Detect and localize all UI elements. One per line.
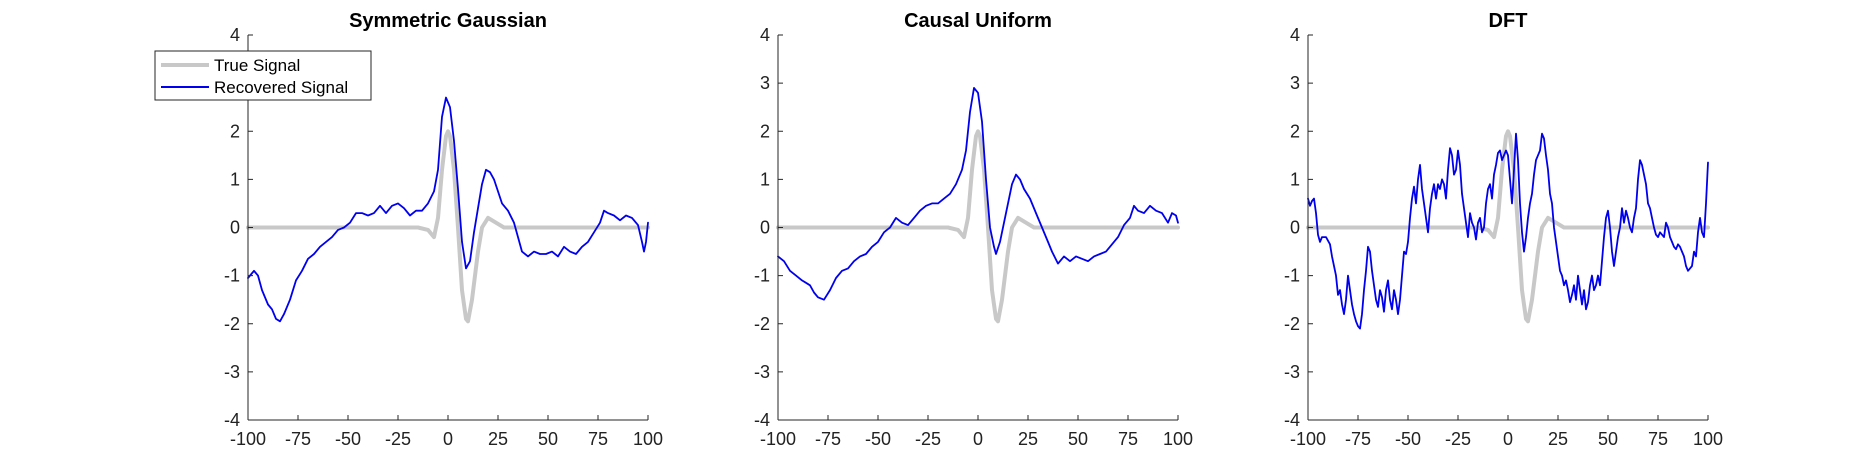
plot-area <box>776 87 1180 324</box>
x-tick-label: 0 <box>973 429 983 449</box>
plot-area <box>246 96 650 324</box>
x-tick-label: -25 <box>915 429 941 449</box>
y-tick-label: 2 <box>230 121 240 141</box>
y-tick-label: -4 <box>224 410 240 430</box>
series-line-true-signal <box>246 129 650 324</box>
x-tick-label: 100 <box>1163 429 1193 449</box>
x-tick-label: -75 <box>1345 429 1371 449</box>
x-tick-label: -100 <box>1290 429 1326 449</box>
y-tick-label: -2 <box>1284 314 1300 334</box>
y-tick-label: 1 <box>1290 169 1300 189</box>
x-tick-label: 50 <box>1598 429 1618 449</box>
y-tick-label: 1 <box>230 169 240 189</box>
x-tick-label: -100 <box>760 429 796 449</box>
panel-symmetric-gaussian: Symmetric Gaussian -4-3-2-101234-100-75-… <box>224 10 663 449</box>
y-tick-label: -4 <box>1284 410 1300 430</box>
y-tick-label: -3 <box>754 362 770 382</box>
chart-title: DFT <box>1489 10 1528 32</box>
series-line-true-signal <box>1306 129 1710 324</box>
legend-label-true-signal: True Signal <box>214 56 300 75</box>
y-tick-label: 3 <box>1290 73 1300 93</box>
y-tick-label: 2 <box>1290 121 1300 141</box>
chart-title: Symmetric Gaussian <box>349 10 547 32</box>
x-tick-label: 25 <box>1548 429 1568 449</box>
series-line-recovered-signal <box>1307 132 1709 330</box>
x-tick-label: -50 <box>865 429 891 449</box>
y-tick-label: 2 <box>760 121 770 141</box>
x-tick-label: -50 <box>1395 429 1421 449</box>
chart-title: Causal Uniform <box>904 10 1052 32</box>
y-tick-label: 4 <box>760 25 770 45</box>
y-tick-label: -2 <box>224 314 240 334</box>
x-tick-label: 100 <box>633 429 663 449</box>
x-tick-label: 25 <box>1018 429 1038 449</box>
y-tick-label: -2 <box>754 314 770 334</box>
y-tick-label: 0 <box>230 218 240 238</box>
x-tick-label: -75 <box>285 429 311 449</box>
plot-area <box>1306 129 1710 330</box>
series-line-recovered-signal <box>247 96 649 323</box>
y-tick-label: 1 <box>760 169 770 189</box>
x-tick-label: 100 <box>1693 429 1723 449</box>
series-line-recovered-signal <box>777 87 1179 301</box>
x-tick-label: -25 <box>1445 429 1471 449</box>
y-tick-label: -1 <box>754 266 770 286</box>
y-tick-label: -4 <box>754 410 770 430</box>
x-tick-label: -50 <box>335 429 361 449</box>
x-tick-label: 50 <box>538 429 558 449</box>
y-tick-label: -3 <box>1284 362 1300 382</box>
x-tick-label: -100 <box>230 429 266 449</box>
y-tick-label: 0 <box>760 218 770 238</box>
legend-label-recovered-signal: Recovered Signal <box>214 78 348 97</box>
y-tick-label: 3 <box>760 73 770 93</box>
legend: True Signal Recovered Signal <box>154 50 372 101</box>
x-tick-label: 75 <box>1648 429 1668 449</box>
x-tick-label: 50 <box>1068 429 1088 449</box>
y-tick-label: -1 <box>224 266 240 286</box>
x-tick-label: 0 <box>1503 429 1513 449</box>
y-tick-label: -3 <box>224 362 240 382</box>
y-tick-label: 4 <box>230 25 240 45</box>
y-tick-label: -1 <box>1284 266 1300 286</box>
panel-dft: DFT -4 -3 -2 -1 0 1 2 3 4 -100 -75 -50 -25 0 25 50 75 100 <box>1284 10 1723 449</box>
y-tick-label: 0 <box>1290 218 1300 238</box>
x-tick-label: 25 <box>488 429 508 449</box>
x-tick-label: -75 <box>815 429 841 449</box>
x-tick-label: 75 <box>1118 429 1138 449</box>
series-line-true-signal <box>776 129 1180 324</box>
y-tick-label: 4 <box>1290 25 1300 45</box>
panel-causal-uniform: Causal Uniform -4 -3 -2 -1 0 1 2 3 4 -100 -75 -50 -2… <box>754 10 1193 449</box>
x-tick-label: 0 <box>443 429 453 449</box>
x-tick-label: -25 <box>385 429 411 449</box>
x-tick-label: 75 <box>588 429 608 449</box>
legend-box <box>154 50 372 101</box>
